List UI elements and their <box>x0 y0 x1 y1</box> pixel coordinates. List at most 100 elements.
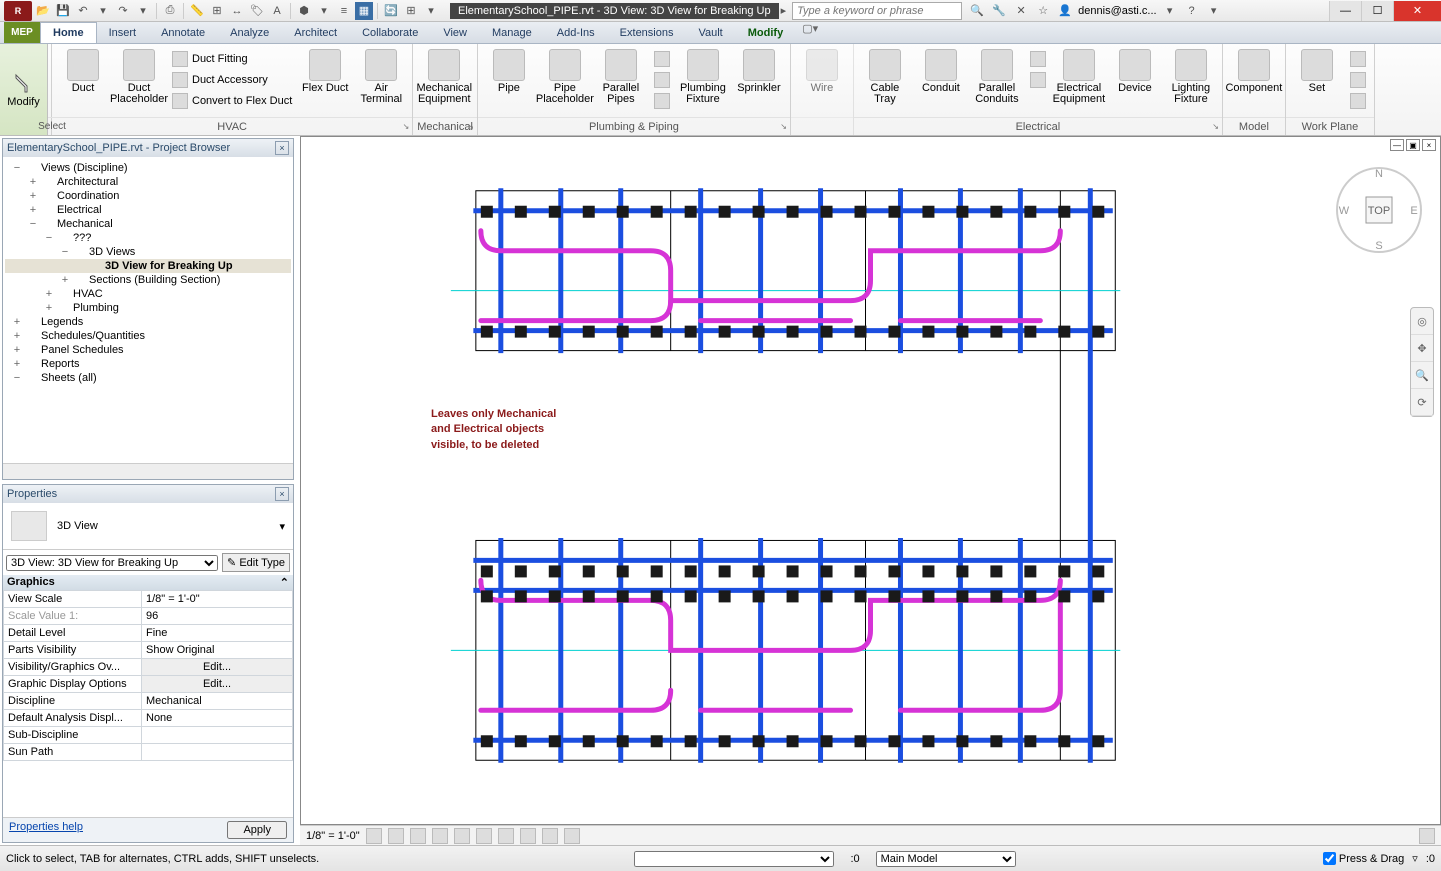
conduit-fitting-button[interactable] <box>1026 70 1050 90</box>
lighting-fixture-button[interactable]: Lighting Fixture <box>1164 47 1218 107</box>
align-icon[interactable]: ⊞ <box>208 2 226 20</box>
sprinkler-button[interactable]: Sprinkler <box>732 47 786 96</box>
tree-item[interactable]: +Sections (Building Section) <box>5 273 291 287</box>
prop-value[interactable]: None <box>142 710 293 727</box>
recent-docs-icon[interactable]: ▸ <box>781 4 787 17</box>
press-drag-toggle[interactable]: Press & Drag <box>1323 852 1404 865</box>
open-icon[interactable]: 📂 <box>34 2 52 20</box>
redo-icon[interactable]: ↷ <box>114 2 132 20</box>
prop-value[interactable]: Mechanical <box>142 693 293 710</box>
shadows-icon[interactable] <box>432 828 448 844</box>
workset-selector[interactable] <box>634 851 834 867</box>
duct-fitting-button[interactable]: Duct Fitting <box>168 49 296 69</box>
air-terminal-button[interactable]: Air Terminal <box>354 47 408 107</box>
duct-button[interactable]: Duct <box>56 47 110 96</box>
flex-duct-button[interactable]: Flex Duct <box>298 47 352 96</box>
sunpath-icon[interactable] <box>410 828 426 844</box>
search-icon[interactable]: 🔍 <box>968 2 986 20</box>
conduit-button[interactable]: Conduit <box>914 47 968 96</box>
section-icon[interactable]: ▾ <box>315 2 333 20</box>
prop-value[interactable]: 96 <box>142 608 293 625</box>
duct-accessory-button[interactable]: Duct Accessory <box>168 70 296 90</box>
exchange-icon[interactable]: ✕ <box>1012 2 1030 20</box>
design-option-selector[interactable]: Main Model <box>876 851 1016 867</box>
app-menu-button[interactable]: R <box>4 1 32 21</box>
search-input[interactable] <box>792 2 962 20</box>
key-icon[interactable]: 🔧 <box>990 2 1008 20</box>
user-icon[interactable]: 👤 <box>1056 2 1074 20</box>
tab-analyze[interactable]: Analyze <box>218 22 282 43</box>
chevron-down-icon[interactable]: ▾ <box>134 2 152 20</box>
thinlines-icon[interactable]: ≡ <box>335 2 353 20</box>
star-icon[interactable]: ☆ <box>1034 2 1052 20</box>
show-wp-button[interactable] <box>1346 49 1370 69</box>
section-graphics[interactable]: Graphics <box>7 576 55 589</box>
zoom-icon[interactable]: 🔍 <box>1411 362 1433 389</box>
tab-architect[interactable]: Architect <box>282 22 350 43</box>
undo-icon[interactable]: ↶ <box>74 2 92 20</box>
tab-collaborate[interactable]: Collaborate <box>350 22 431 43</box>
tab-vault[interactable]: Vault <box>686 22 735 43</box>
tab-view[interactable]: View <box>431 22 480 43</box>
properties-help-link[interactable]: Properties help <box>9 821 83 839</box>
launcher-icon[interactable]: ↘ <box>403 122 410 131</box>
pan-icon[interactable]: ✥ <box>1411 335 1433 362</box>
crop-region-icon[interactable] <box>498 828 514 844</box>
minimize-button[interactable]: — <box>1329 1 1361 21</box>
pipe-placeholder-button[interactable]: Pipe Placeholder <box>538 47 592 107</box>
print-icon[interactable]: ⎙ <box>161 2 179 20</box>
cable-tray-button[interactable]: Cable Tray <box>858 47 912 107</box>
parallel-conduits-button[interactable]: Parallel Conduits <box>970 47 1024 107</box>
render-icon[interactable] <box>454 828 470 844</box>
tab-extensions[interactable]: Extensions <box>608 22 687 43</box>
view-canvas[interactable]: — ▣ × Le <box>300 136 1441 825</box>
viewer-button[interactable] <box>1346 91 1370 111</box>
tree-item[interactable]: −3D Views <box>5 245 291 259</box>
elec-equipment-button[interactable]: Electrical Equipment <box>1052 47 1106 107</box>
tab-insert[interactable]: Insert <box>97 22 150 43</box>
visual-style-icon[interactable] <box>388 828 404 844</box>
tab-home[interactable]: Home <box>40 22 97 43</box>
component-button[interactable]: Component <box>1227 47 1281 96</box>
project-browser-tree[interactable]: −Views (Discipline)+Architectural+Coordi… <box>3 157 293 463</box>
launcher-icon[interactable]: ↘ <box>1212 122 1219 131</box>
pipe-fitting-button[interactable] <box>650 49 674 69</box>
lock3d-icon[interactable] <box>520 828 536 844</box>
tab-annotate[interactable]: Annotate <box>149 22 218 43</box>
ct-fitting-button[interactable] <box>1026 49 1050 69</box>
panel-options-icon[interactable]: ▢▾ <box>802 22 818 43</box>
crop-icon[interactable] <box>476 828 492 844</box>
type-selector[interactable]: 3D View ▾ <box>3 503 293 550</box>
wheel-icon[interactable]: ◎ <box>1411 308 1433 335</box>
tree-item[interactable]: +Architectural <box>5 175 291 189</box>
sync-icon[interactable]: 🔄 <box>382 2 400 20</box>
close-hidden-icon[interactable]: ▦ <box>355 2 373 20</box>
convert-flex-button[interactable]: Convert to Flex Duct <box>168 91 296 111</box>
scale-label[interactable]: 1/8" = 1'-0" <box>306 830 360 842</box>
apply-button[interactable]: Apply <box>227 821 287 839</box>
device-button[interactable]: Device <box>1108 47 1162 96</box>
prop-edit-button[interactable]: Edit... <box>142 659 293 676</box>
tree-item[interactable]: +Panel Schedules <box>5 343 291 357</box>
viewcube[interactable]: TOP N S E W <box>1336 167 1422 253</box>
tree-item[interactable]: +Electrical <box>5 203 291 217</box>
chevron-down-icon[interactable]: ▾ <box>1205 2 1223 20</box>
tree-item[interactable]: +Plumbing <box>5 301 291 315</box>
set-button[interactable]: Set <box>1290 47 1344 96</box>
switch-icon[interactable]: ⊞ <box>402 2 420 20</box>
worksharing-icon[interactable] <box>1419 828 1435 844</box>
close-button[interactable]: ✕ <box>1393 1 1441 21</box>
navigation-bar[interactable]: ◎ ✥ 🔍 ⟳ <box>1410 307 1434 417</box>
tree-item[interactable]: +Schedules/Quantities <box>5 329 291 343</box>
tab-modify[interactable]: Modify <box>736 22 796 43</box>
edit-type-button[interactable]: ✎ Edit Type <box>222 553 290 572</box>
prop-value[interactable] <box>142 727 293 744</box>
help-icon[interactable]: ? <box>1183 2 1201 20</box>
ref-plane-button[interactable] <box>1346 70 1370 90</box>
tree-item[interactable]: +Coordination <box>5 189 291 203</box>
tab-manage[interactable]: Manage <box>480 22 545 43</box>
chevron-down-icon[interactable]: ▾ <box>1161 2 1179 20</box>
launcher-icon[interactable]: ↘ <box>780 122 787 131</box>
launcher-icon[interactable]: ↘ <box>467 122 474 131</box>
chevron-down-icon[interactable]: ▾ <box>422 2 440 20</box>
